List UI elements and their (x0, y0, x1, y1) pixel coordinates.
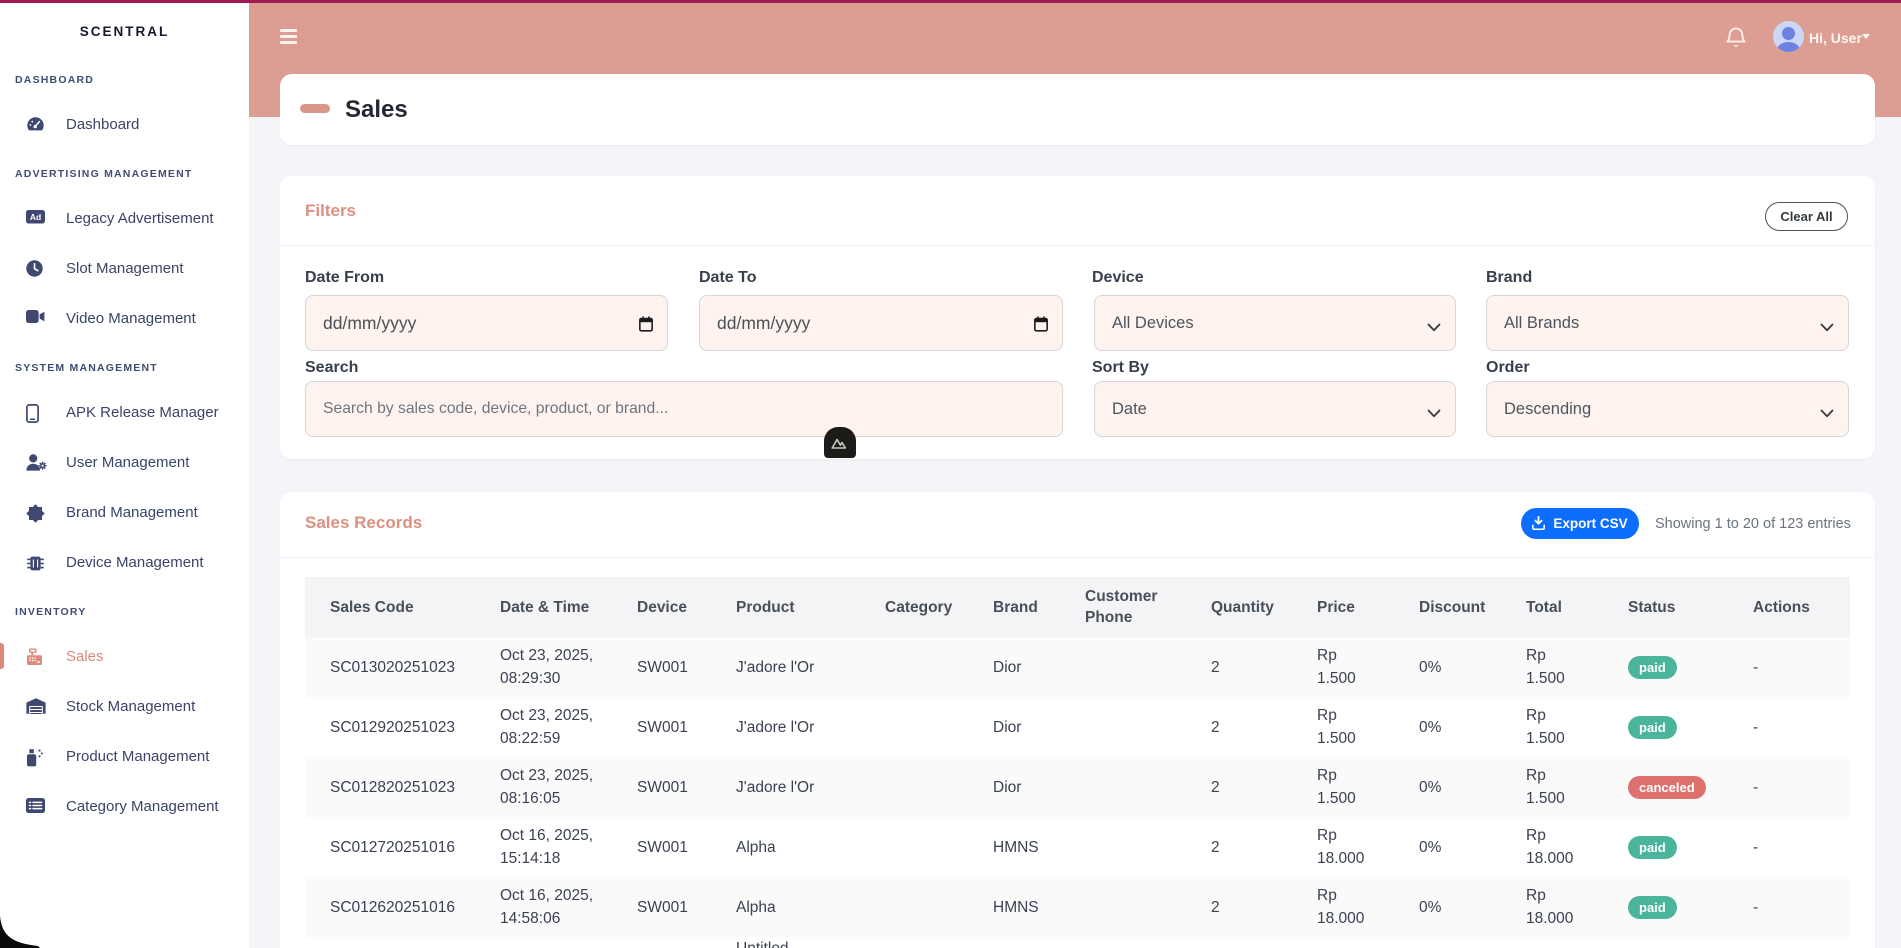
svg-text:Ad: Ad (30, 212, 41, 222)
